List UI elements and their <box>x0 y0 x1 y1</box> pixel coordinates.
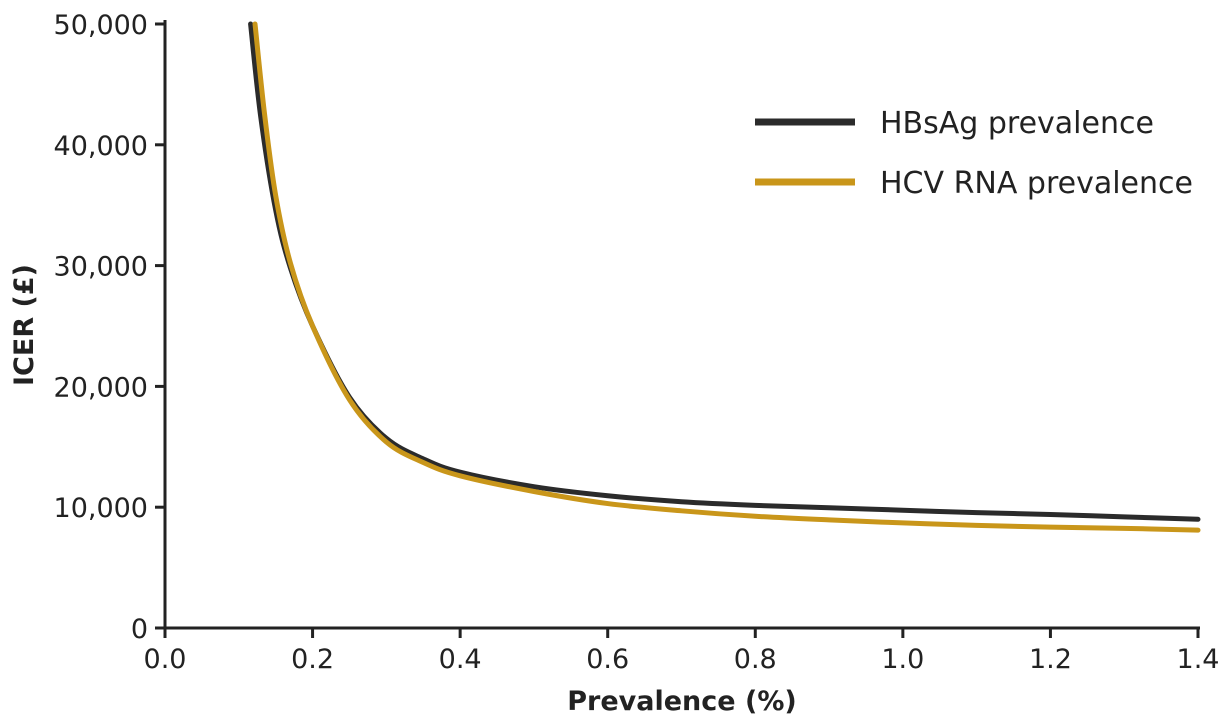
y-tick-label: 20,000 <box>54 372 148 403</box>
legend-label-hcv: HCV RNA prevalence <box>880 166 1193 201</box>
y-axis-ticks: 0 10,000 20,000 30,000 40,000 50,000 <box>54 10 165 645</box>
x-axis-title: Prevalence (%) <box>567 686 796 717</box>
y-tick-label: 40,000 <box>54 131 148 162</box>
x-tick-label: 0.8 <box>734 644 777 675</box>
x-tick-label: 1.0 <box>881 644 924 675</box>
x-axis-ticks: 0.0 0.2 0.4 0.6 0.8 1.0 1.2 1.4 <box>144 628 1220 675</box>
series-layer <box>248 21 1201 533</box>
legend-item-hbsag: HBsAg prevalence <box>755 106 1154 141</box>
series-line-hcv-rna <box>252 21 1201 533</box>
legend: HBsAg prevalence HCV RNA prevalence <box>755 106 1193 201</box>
y-axis-title: ICER (£) <box>9 264 40 386</box>
x-tick-label: 0.2 <box>291 644 334 675</box>
y-tick-label: 30,000 <box>54 252 148 283</box>
x-tick-label: 0.6 <box>586 644 629 675</box>
y-tick-label: 50,000 <box>54 10 148 41</box>
y-tick-label: 0 <box>131 614 148 645</box>
x-tick-label: 1.4 <box>1177 644 1220 675</box>
x-tick-label: 1.2 <box>1029 644 1072 675</box>
legend-item-hcv: HCV RNA prevalence <box>755 166 1193 201</box>
y-tick-label: 10,000 <box>54 493 148 524</box>
x-tick-label: 0.0 <box>144 644 187 675</box>
legend-label-hbsag: HBsAg prevalence <box>880 106 1154 141</box>
x-tick-label: 0.4 <box>439 644 482 675</box>
plot-area <box>163 20 1201 630</box>
